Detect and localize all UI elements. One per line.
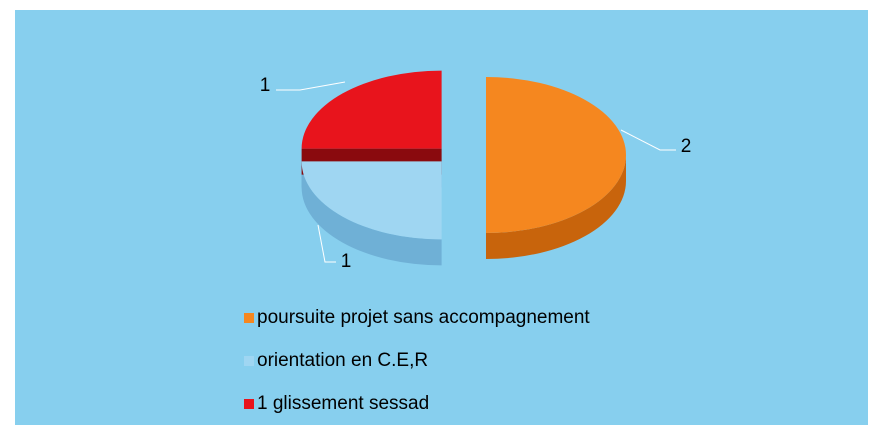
slice-side: [486, 155, 626, 259]
slice: [486, 77, 626, 233]
legend-label: 1 glissement sessad: [257, 393, 429, 414]
legend-swatch: [244, 356, 254, 366]
legend-label: poursuite projet sans accompagnement: [257, 307, 590, 328]
slice: [301, 161, 442, 240]
data-label: 2: [681, 136, 692, 157]
data-label: 1: [341, 251, 352, 272]
legend-swatch: [244, 313, 254, 323]
leader-line: [620, 129, 676, 151]
data-label: 1: [260, 75, 271, 96]
slice: [301, 70, 442, 149]
slice-side: [301, 161, 442, 266]
legend-label: orientation en C.E,R: [257, 350, 428, 371]
leader-line: [317, 224, 336, 263]
leader-line: [276, 81, 346, 91]
legend-swatch: [244, 399, 254, 409]
